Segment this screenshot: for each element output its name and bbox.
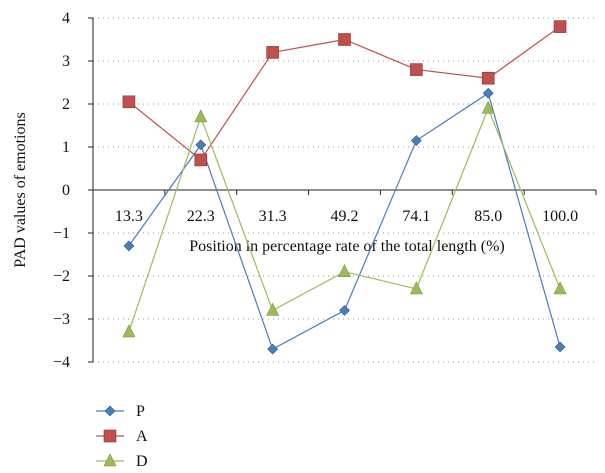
legend-swatch-marker (103, 453, 117, 467)
data-point-P (267, 343, 279, 355)
data-point-P (410, 135, 422, 146)
y-tick-label: −1 (53, 225, 70, 242)
data-point-D (553, 281, 567, 295)
y-axis-title: PAD values of emotions (12, 112, 29, 267)
data-point-A (122, 95, 136, 109)
y-tick-label: −3 (53, 311, 70, 328)
legend-label: P (136, 403, 145, 420)
data-point-A (553, 20, 567, 33)
x-tick-label: 100.0 (542, 208, 578, 225)
legend: PAD (96, 403, 148, 470)
series-A (122, 20, 567, 167)
x-tick-label: 31.3 (259, 208, 287, 225)
legend-item-P: P (96, 403, 145, 420)
data-point-A (266, 46, 279, 59)
data-point-A (194, 153, 208, 167)
data-point-P (482, 87, 494, 99)
y-tick-label: 2 (62, 96, 70, 113)
y-tick-label: 1 (62, 139, 70, 156)
x-tick-labels: 13.3 22.3 31.3 49.2 74.1 85.0 100.0 (115, 208, 578, 225)
data-point-D (194, 109, 208, 123)
legend-item-A: A (96, 428, 148, 445)
x-tick-label: 13.3 (115, 208, 143, 225)
series-D (122, 100, 567, 338)
y-tick-label: 4 (62, 10, 70, 27)
legend-label: D (136, 453, 148, 470)
data-point-D (122, 324, 136, 338)
series-P (123, 87, 566, 355)
data-point-P (554, 341, 566, 353)
x-tick-label: 85.0 (474, 208, 502, 225)
x-axis-title: Position in percentage rate of the total… (189, 238, 504, 255)
data-point-A (410, 63, 423, 76)
x-tick-label: 22.3 (187, 208, 215, 225)
data-point-D (481, 100, 495, 114)
data-point-D (409, 281, 423, 295)
data-point-P (339, 304, 350, 316)
y-tick-label: 3 (62, 53, 70, 70)
x-tick-label: 49.2 (331, 208, 359, 225)
data-series (122, 20, 567, 355)
data-point-P (123, 240, 135, 252)
y-tick-label: 0 (62, 182, 70, 199)
data-point-D (338, 264, 351, 278)
legend-swatch-marker (104, 405, 116, 417)
data-point-A (338, 33, 351, 46)
legend-item-D: D (96, 453, 148, 470)
legend-swatch-marker (103, 429, 117, 443)
data-point-P (195, 139, 207, 151)
y-tick-label: −2 (53, 268, 70, 285)
data-point-D (266, 302, 280, 316)
data-point-A (481, 71, 495, 85)
y-tick-labels: 4 3 2 1 0 −1 −2 −3 −4 (53, 10, 70, 371)
x-tick-label: 74.1 (402, 208, 430, 225)
y-tick-label: −4 (53, 354, 70, 371)
legend-label: A (136, 428, 148, 445)
